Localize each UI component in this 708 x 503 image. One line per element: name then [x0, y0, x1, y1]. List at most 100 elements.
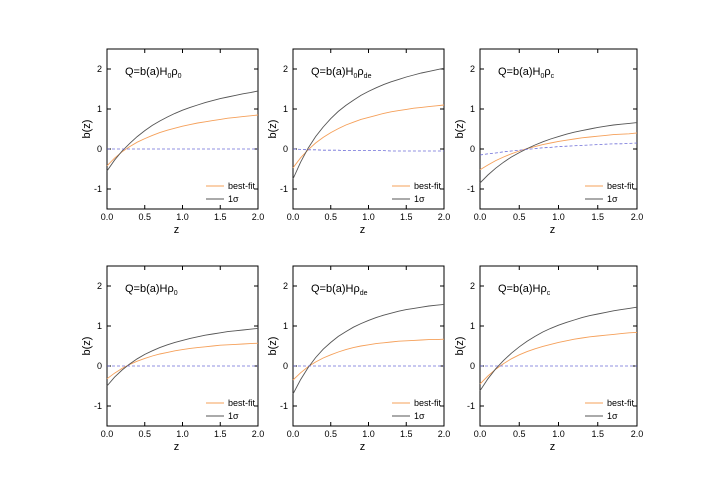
title-part: ρ	[544, 66, 550, 78]
y-tick-label: 1	[97, 104, 102, 114]
legend-label-best-fit: best-fit	[607, 398, 635, 408]
title-subscript: 0	[178, 73, 182, 80]
y-tick-label: 1	[283, 321, 288, 331]
x-tick-label: 0.5	[513, 212, 526, 222]
legend-label-one-sigma: 1σ	[607, 194, 618, 204]
title-part: ρ	[354, 283, 360, 295]
panel-2: 0.0 0.5 1.0 1.5 2.0-1012zb(z)Q=b(a)H0ρdebest…	[267, 48, 451, 236]
title-subscript: 0	[168, 73, 172, 80]
y-axis-label: b(z)	[267, 120, 279, 139]
title-subscript: 0	[354, 73, 358, 80]
x-tick-label: 2.0	[438, 212, 451, 222]
title-subscript: 0	[174, 290, 178, 297]
x-tick-label: 0.5	[138, 429, 151, 439]
x-tick-label: 1.0	[362, 212, 375, 222]
one-sigma-line	[479, 306, 638, 392]
title-subscript: c	[551, 73, 555, 80]
y-axis-label: b(z)	[81, 337, 93, 356]
y-tick-label: 2	[283, 64, 288, 74]
y-axis-label: b(z)	[267, 337, 279, 356]
title-part: Q=b(a)H	[311, 66, 354, 78]
x-tick-label: 1.5	[591, 429, 604, 439]
best-fit-line	[292, 338, 445, 381]
panel-title: Q=b(a)H0ρc	[498, 66, 555, 80]
legend-label-one-sigma: 1σ	[414, 194, 425, 204]
legend-label-best-fit: best-fit	[228, 398, 256, 408]
x-tick-label: 1.5	[400, 212, 413, 222]
x-tick-label: 1.0	[552, 429, 565, 439]
x-tick-label: 2.0	[252, 212, 265, 222]
title-subscript: de	[360, 290, 368, 297]
one-sigma-line	[292, 303, 445, 395]
legend-label-best-fit: best-fit	[414, 398, 442, 408]
y-tick-label: -1	[467, 401, 475, 411]
best-fit-line	[106, 342, 259, 380]
y-tick-label: 0	[470, 144, 475, 154]
y-tick-label: 2	[470, 281, 475, 291]
title-part: ρ	[168, 283, 174, 295]
y-tick-label: 0	[283, 361, 288, 371]
x-axis-label: z	[550, 441, 556, 453]
x-tick-label: 0.0	[287, 429, 300, 439]
x-tick-label: 1.5	[591, 212, 604, 222]
title-part: ρ	[171, 66, 177, 78]
best-fit-line	[106, 114, 259, 167]
title-part: Q=b(a)H	[498, 283, 541, 295]
reference-line	[479, 142, 638, 156]
y-tick-label: 2	[97, 64, 102, 74]
x-axis-label: z	[360, 224, 366, 236]
panel-title: Q=b(a)H0ρde	[311, 66, 372, 80]
panel-1: 0.0 0.5 1.0 1.5 2.0-1012zb(z)Q=b(a)H0ρ0best-…	[81, 48, 265, 236]
y-tick-label: 2	[470, 64, 475, 74]
title-part: Q=b(a)H	[125, 283, 168, 295]
title-part: Q=b(a)H	[125, 66, 168, 78]
legend-label-one-sigma: 1σ	[414, 411, 425, 421]
title-part: ρ	[357, 66, 363, 78]
y-tick-label: -1	[280, 184, 288, 194]
title-subscript: c	[547, 290, 551, 297]
panel-title: Q=b(a)Hρ0	[125, 283, 178, 297]
x-tick-label: 0.0	[287, 212, 300, 222]
x-axis-label: z	[174, 224, 180, 236]
panel-title: Q=b(a)H0ρ0	[125, 66, 182, 80]
title-part: ρ	[541, 283, 547, 295]
one-sigma-line	[106, 327, 259, 387]
best-fit-line	[479, 331, 638, 385]
y-axis-label: b(z)	[454, 337, 466, 356]
x-tick-label: 2.0	[631, 429, 644, 439]
legend-label-best-fit: best-fit	[228, 181, 256, 191]
title-part: Q=b(a)H	[311, 283, 354, 295]
x-tick-label: 0.0	[101, 429, 114, 439]
reference-line	[292, 148, 444, 152]
y-tick-label: -1	[280, 401, 288, 411]
y-tick-label: 1	[470, 321, 475, 331]
x-tick-label: 2.0	[252, 429, 265, 439]
legend-label-best-fit: best-fit	[607, 181, 635, 191]
legend-label-best-fit: best-fit	[414, 181, 442, 191]
panel-4: 0.0 0.5 1.0 1.5 2.0-1012zb(z)Q=b(a)Hρ0best-f…	[81, 265, 265, 453]
title-subscript: de	[364, 73, 372, 80]
x-tick-label: 1.0	[552, 212, 565, 222]
y-tick-label: 0	[97, 361, 102, 371]
y-tick-label: 2	[97, 281, 102, 291]
x-tick-label: 0.5	[324, 212, 337, 222]
y-tick-label: 0	[283, 144, 288, 154]
x-tick-label: 0.0	[474, 212, 487, 222]
x-axis-label: z	[174, 441, 180, 453]
one-sigma-line	[106, 90, 259, 172]
one-sigma-line	[479, 122, 638, 184]
legend-label-one-sigma: 1σ	[228, 194, 239, 204]
best-fit-line	[479, 132, 638, 171]
y-tick-label: 0	[470, 361, 475, 371]
x-tick-label: 1.0	[362, 429, 375, 439]
y-tick-label: 0	[97, 144, 102, 154]
x-tick-label: 2.0	[438, 429, 451, 439]
x-tick-label: 1.5	[214, 429, 227, 439]
y-tick-label: 1	[97, 321, 102, 331]
x-tick-label: 2.0	[631, 212, 644, 222]
y-tick-label: -1	[94, 184, 102, 194]
x-tick-label: 1.5	[214, 212, 227, 222]
best-fit-line	[292, 104, 445, 169]
